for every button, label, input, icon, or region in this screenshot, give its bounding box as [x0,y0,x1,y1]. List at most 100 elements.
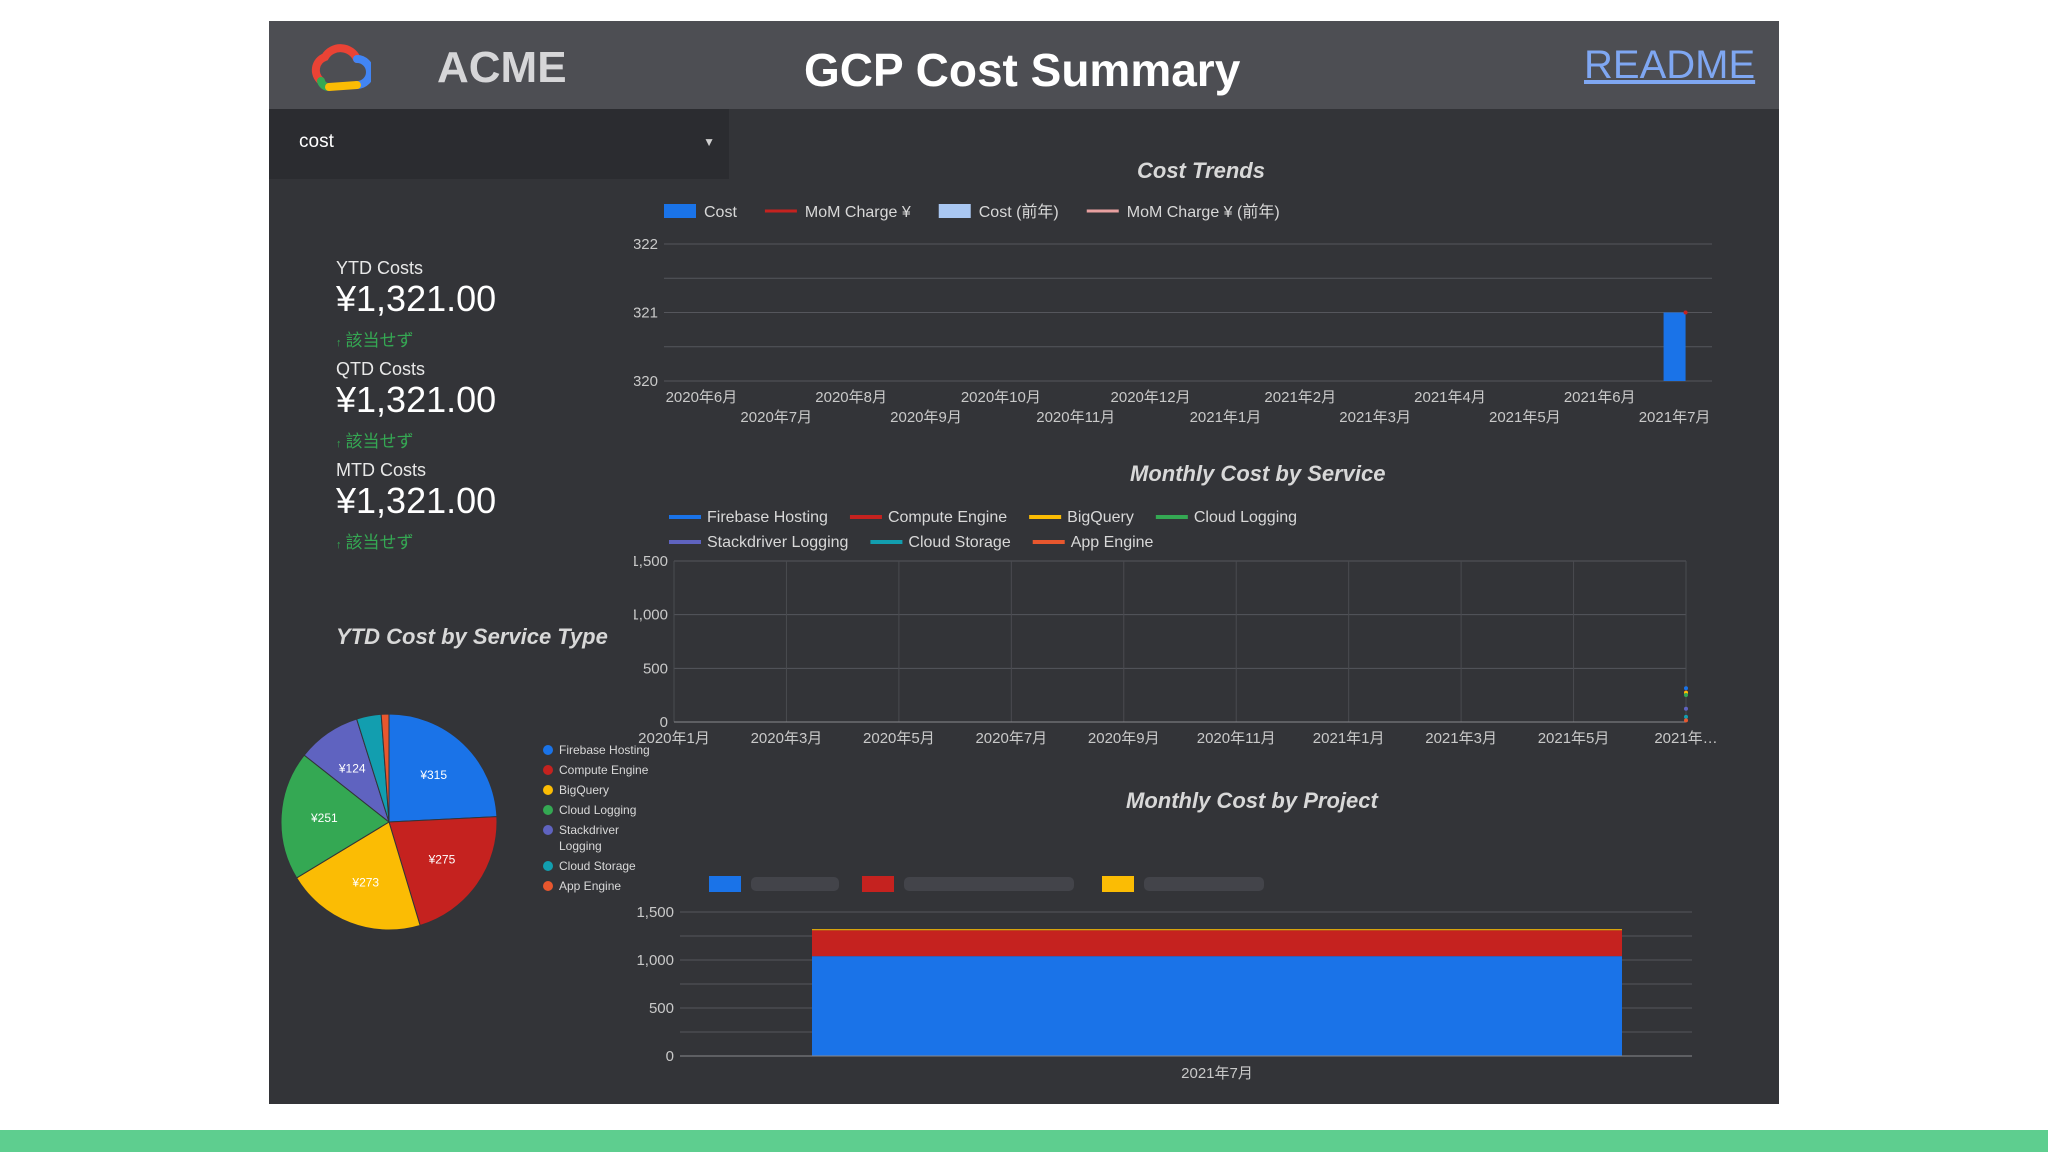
cost-trends-title: Cost Trends [1137,158,1265,183]
legend-label: Cloud Logging [1194,509,1297,526]
legend-swatch [849,515,882,519]
legend-swatch [1155,515,1188,519]
pie-slice-label: ¥315 [419,768,447,782]
x-tick-label: 2021年6月 [1564,389,1636,406]
x-tick-label: 2020年7月 [740,409,812,426]
legend-label: Cost (前年) [979,203,1059,221]
series-point [1684,693,1688,698]
x-tick-label: 2021年2月 [1264,389,1336,406]
kpi-delta-text: 該当せず [345,432,414,451]
cost-trends-chart: Cost MoM Charge ¥ Cost (前年) MoM Charge ¥ (前… [634,203,1712,426]
legend-swatch [664,204,696,218]
arrow-up-icon: ↑ [336,337,342,349]
service-chart-title: Monthly Cost by Service [1130,461,1386,486]
kpi-value: ¥1,321.00 [336,278,497,319]
x-tick-label: 2021年3月 [1339,409,1411,426]
legend-label-redacted [751,877,839,891]
legend-swatch [938,204,971,218]
legend-label: Compute Engine [888,509,1007,526]
monthly-cost-by-project-chart: 0 500 1,000 1,500 2021年7月 [636,876,1692,1082]
header-bar: ACME GCP Cost Summary README [269,21,1779,109]
dropdown-caret-icon[interactable]: ▼ [703,135,715,149]
mom-point [1683,310,1688,315]
series-point [1684,718,1688,723]
bottom-accent-bar [0,1130,2048,1152]
y-tick-label: 1,321 [634,305,658,322]
project-chart-title: Monthly Cost by Project [1126,788,1378,813]
y-tick-label: 1,320 [634,373,658,390]
legend-swatch [669,540,701,544]
pie-slice-label: ¥275 [428,852,456,866]
series-point [1684,714,1688,719]
pie-slice-label: ¥273 [351,875,379,889]
y-tick-label: 0 [660,714,668,731]
pie-slice [388,816,498,927]
legend-label: Stackdriver [559,823,619,837]
x-tick-label: 2020年3月 [751,730,823,747]
x-tick-label: 2021年4月 [1414,389,1486,406]
monthly-cost-by-service-chart: Firebase Hosting Compute Engine BigQuery Cl… [634,509,1718,747]
y-tick-label: 500 [643,660,668,677]
stacked-bar-segment [812,956,1622,1056]
legend-marker [543,825,553,835]
dashboard-title: GCP Cost Summary [804,44,1241,96]
legend-label: Firebase Hosting [559,743,650,757]
brand-name: ACME [437,43,567,92]
x-tick-label: 2021年7月 [1639,409,1711,426]
kpi-delta: ↑ 該当せず [336,528,414,553]
pie-slice-label: ¥251 [310,811,338,825]
kpi-ytd-costs: YTD Costs ¥1,321.00 ↑ 該当せず [336,258,656,354]
kpi-delta-text: 該当せず [345,533,414,552]
pie-slice-label: ¥124 [338,762,366,776]
legend-label: MoM Charge ¥ [805,204,911,221]
dropdown-selected-value: cost [299,131,334,152]
legend-label: Stackdriver Logging [707,534,848,551]
arrow-up-icon: ↑ [336,438,342,450]
legend-label: BigQuery [1067,509,1134,526]
y-tick-label: 1,322 [634,236,658,253]
legend-marker [543,745,553,755]
legend-label: BigQuery [559,783,609,797]
y-tick-label: 1,500 [636,904,674,921]
legend-label: App Engine [559,879,621,893]
pie-slice [388,713,498,823]
y-tick-label: 1,500 [634,553,668,570]
kpi-label: MTD Costs [336,460,426,480]
x-tick-label: 2021年5月 [1489,409,1561,426]
pie-slice [295,821,421,931]
stacked-bar-segment [812,929,1622,931]
legend-label: Logging [559,839,602,853]
pie-slice [280,754,390,879]
metric-dropdown[interactable]: cost ▼ [269,109,729,179]
dashboard: ACME GCP Cost Summary README cost ▼ YTD … [269,21,1779,1104]
x-tick-label: 2020年11月 [1036,409,1115,426]
y-tick-label: 0 [666,1048,674,1065]
x-tick-label: 2020年5月 [863,730,935,747]
gcp-logo-icon [311,44,371,91]
pie-chart-title: YTD Cost by Service Type [336,624,608,649]
x-tick-label: 2020年12月 [1111,389,1191,406]
legend-marker [543,881,553,891]
y-tick-label: 1,000 [636,952,674,969]
x-tick-label: 2021年… [1654,730,1717,747]
kpi-delta: ↑ 該当せず [336,427,414,452]
legend-label: Compute Engine [559,763,649,777]
legend-swatch [709,876,741,892]
legend-label: App Engine [1071,534,1154,551]
legend-label-redacted [1144,877,1264,891]
x-tick-label: 2020年7月 [975,730,1047,747]
legend-label: Cost [704,204,737,221]
bar [1663,312,1686,381]
readme-link[interactable]: README [1584,43,1756,87]
kpi-delta: ↑ 該当せず [336,326,414,351]
legend-swatch [1032,540,1065,544]
legend-marker [543,861,553,871]
legend-swatch [862,876,894,892]
kpi-value: ¥1,321.00 [336,480,497,521]
arrow-up-icon: ↑ [336,539,342,551]
y-tick-label: 500 [649,1000,674,1017]
x-tick-label: 2021年1月 [1313,730,1385,747]
x-tick-label: 2020年9月 [890,409,962,426]
x-tick-label: 2021年3月 [1425,730,1497,747]
kpi-delta-text: 該当せず [345,331,414,350]
